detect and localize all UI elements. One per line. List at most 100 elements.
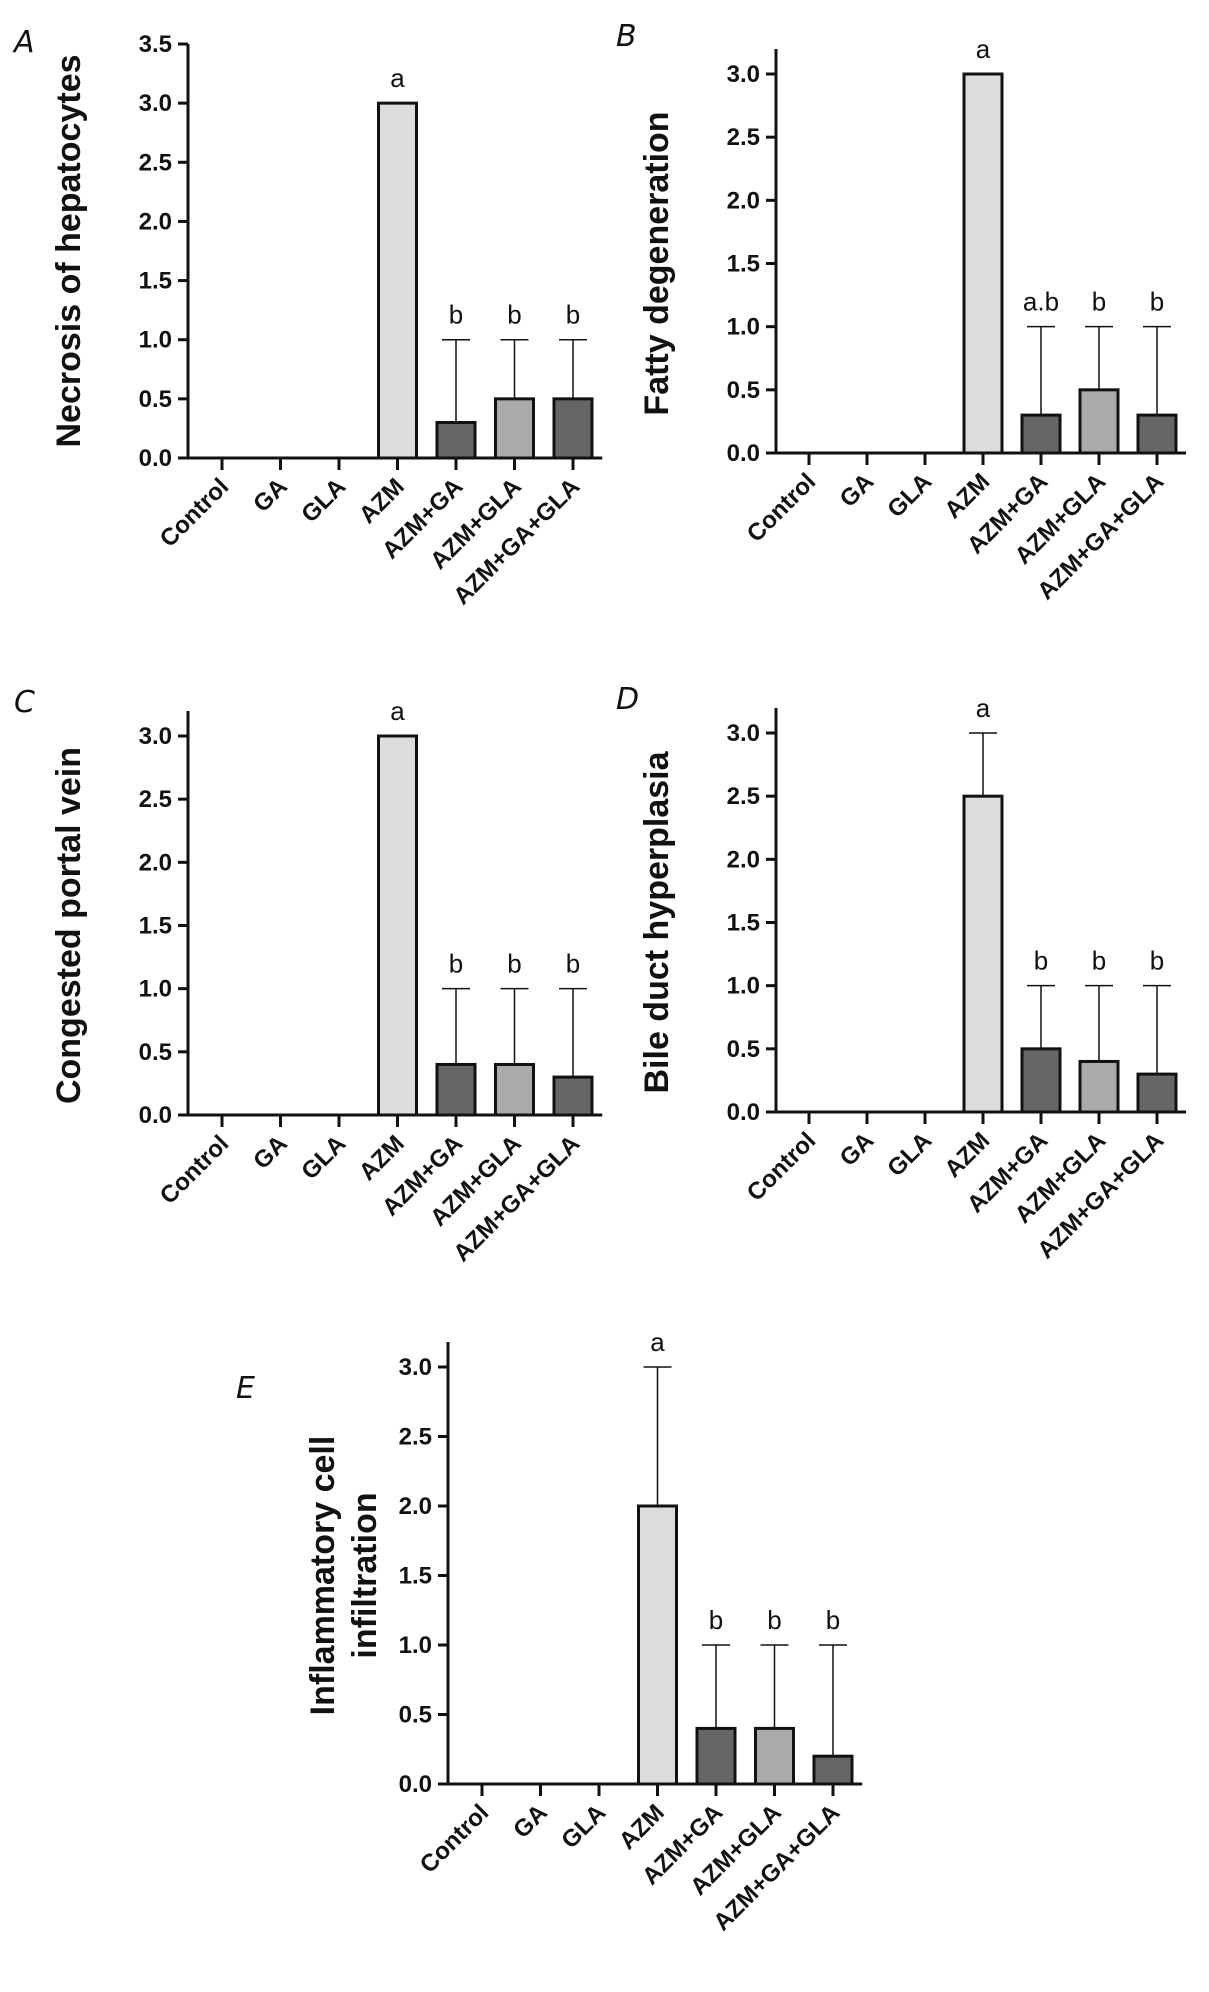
y-tick-label: 0.0: [139, 1102, 172, 1129]
x-tick-label: GLA: [882, 1127, 937, 1182]
panel-letter: B: [616, 19, 637, 54]
x-tick-label: GLA: [296, 473, 351, 528]
y-tick-label: 1.0: [399, 1632, 432, 1659]
significance-label: a: [976, 34, 991, 64]
significance-label: a: [390, 696, 405, 726]
y-tick-label: 2.0: [139, 208, 172, 235]
bar: [1136, 413, 1178, 455]
y-tick-label: 1.0: [727, 314, 760, 341]
significance-label: b: [449, 300, 463, 330]
y-axis-title: infiltration: [346, 1492, 384, 1658]
y-tick-label: 0.5: [727, 1036, 760, 1063]
y-tick-label: 1.5: [727, 251, 760, 278]
y-axis-title: Bile duct hyperplasia: [638, 750, 676, 1093]
bar: [962, 72, 1004, 455]
y-tick-label: 1.0: [727, 973, 760, 1000]
y-tick-label: 1.5: [727, 910, 760, 937]
y-tick-label: 2.5: [727, 783, 760, 810]
significance-label: b: [566, 300, 580, 330]
bar: [962, 794, 1004, 1114]
significance-label: a.b: [1023, 287, 1059, 317]
significance-label: b: [767, 1605, 781, 1635]
y-tick-label: 0.0: [727, 1099, 760, 1126]
x-tick-label: GLA: [556, 1799, 611, 1854]
significance-label: b: [507, 949, 521, 979]
y-tick-label: 1.5: [139, 268, 172, 295]
significance-label: b: [566, 949, 580, 979]
chart-panel-a: A 0.0 0.5 1.0 1.5 2.0 2.5 3.0 3.5 Necrosis of hep…: [12, 25, 603, 610]
y-tick-label: 0.0: [139, 445, 172, 472]
significance-label: b: [1092, 287, 1106, 317]
chart-panel-e: E 0.0 0.5 1.0 1.5 2.0 2.5 3.0 Inflammatory cell i…: [236, 1327, 863, 1936]
significance-label: b: [1034, 946, 1048, 976]
significance-label: b: [1150, 946, 1164, 976]
y-tick-label: 0.5: [727, 377, 760, 404]
y-tick-label: 0.5: [399, 1702, 432, 1729]
significance-label: b: [449, 949, 463, 979]
y-tick-label: 2.5: [399, 1424, 432, 1451]
y-axis-title: Necrosis of hepatocytes: [50, 54, 88, 447]
y-axis-title: Congested portal vein: [50, 747, 88, 1104]
y-tick-label: 0.5: [139, 386, 172, 413]
y-tick-label: 1.5: [139, 913, 172, 940]
y-tick-label: 2.0: [727, 846, 760, 873]
x-tick-label: Control: [742, 1127, 821, 1206]
bar: [552, 1075, 594, 1117]
x-tick-label: GA: [248, 1130, 293, 1175]
x-tick-label: GA: [508, 1799, 553, 1844]
x-tick-label: Control: [155, 1130, 234, 1209]
bar: [435, 421, 477, 460]
significance-label: b: [1150, 287, 1164, 317]
y-tick-label: 3.0: [727, 720, 760, 747]
bar: [812, 1754, 854, 1786]
x-tick-label: GLA: [296, 1130, 351, 1185]
panel-letter: E: [236, 1371, 255, 1406]
chart-panel-b: B 0.0 0.5 1.0 1.5 2.0 2.5 3.0 Fatty degeneration…: [616, 19, 1186, 605]
y-tick-label: 2.0: [139, 849, 172, 876]
y-tick-label: 1.0: [139, 976, 172, 1003]
y-tick-label: 3.0: [139, 90, 172, 117]
bar: [637, 1504, 678, 1786]
bar: [377, 101, 418, 460]
y-tick-label: 3.5: [139, 31, 172, 58]
bar: [494, 397, 535, 460]
bar: [1078, 1059, 1120, 1114]
x-tick-label: GA: [835, 1127, 880, 1172]
y-tick-label: 2.5: [139, 786, 172, 813]
significance-label: a: [390, 63, 405, 93]
x-tick-label: Control: [155, 473, 234, 552]
significance-label: b: [1092, 946, 1106, 976]
y-tick-label: 3.0: [139, 723, 172, 750]
y-tick-label: 2.5: [139, 149, 172, 176]
panel-letter: A: [12, 25, 35, 60]
chart-panel-d: D 0.0 0.5 1.0 1.5 2.0 2.5 3.0 Bile duct hyperpla…: [616, 682, 1186, 1264]
y-tick-label: 0.0: [399, 1771, 432, 1798]
bar: [754, 1726, 795, 1786]
significance-label: b: [826, 1605, 840, 1635]
bar: [1020, 413, 1062, 455]
y-tick-label: 0.5: [139, 1039, 172, 1066]
significance-label: b: [507, 300, 521, 330]
bar: [1020, 1047, 1062, 1114]
bar: [1078, 388, 1120, 455]
bar: [435, 1062, 477, 1117]
chart-panel-c: C 0.0 0.5 1.0 1.5 2.0 2.5 3.0 Congested portal v…: [14, 685, 603, 1267]
y-tick-label: 2.5: [727, 124, 760, 151]
y-tick-label: 2.0: [727, 187, 760, 214]
significance-label: a: [976, 693, 991, 723]
significance-label: b: [709, 1605, 723, 1635]
x-tick-label: Control: [742, 468, 821, 547]
y-tick-label: 1.5: [399, 1563, 432, 1590]
x-tick-label: GLA: [882, 468, 937, 523]
bar: [552, 397, 594, 460]
panel-letter: D: [616, 682, 639, 717]
y-tick-label: 2.0: [399, 1493, 432, 1520]
bar: [1136, 1072, 1178, 1114]
bar: [377, 734, 418, 1117]
panel-letter: C: [14, 685, 35, 720]
y-axis-title: Inflammatory cell: [304, 1436, 342, 1716]
x-tick-label: GA: [248, 473, 293, 518]
bar: [695, 1726, 737, 1786]
y-axis-title: Fatty degeneration: [638, 111, 676, 415]
